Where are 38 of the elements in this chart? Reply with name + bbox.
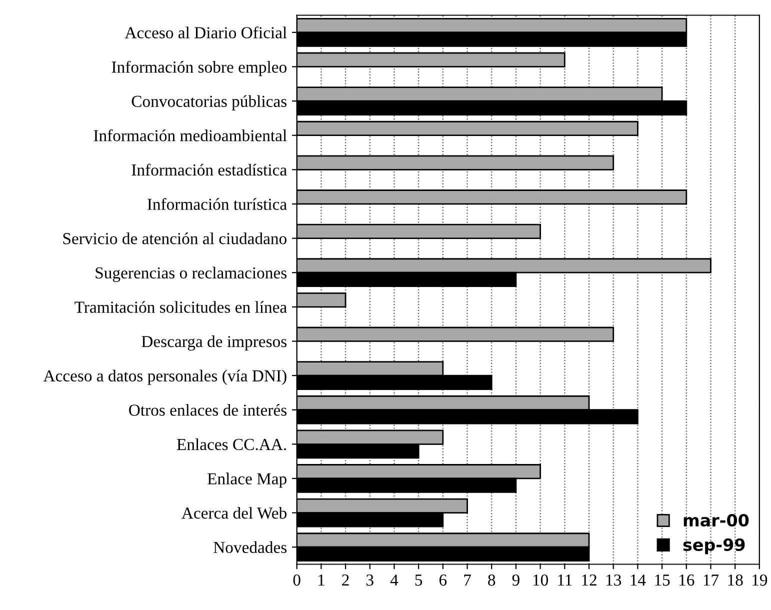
y-tick-label: Información turística [147, 198, 287, 210]
x-tick-label: 8 [488, 574, 496, 586]
y-tick-label: Tramitación solicitudes en línea [74, 301, 287, 313]
x-tick-label: 3 [366, 574, 374, 586]
y-tick-label: Acceso al Diario Oficial [124, 26, 287, 38]
y-tick-label: Información estadística [132, 164, 287, 176]
y-tick-label: Información medioambiental [94, 129, 287, 142]
legend-label: sep-99 [683, 538, 745, 554]
y-tick-label: Otros enlaces de interés [129, 404, 286, 416]
x-tick-label: 4 [390, 574, 398, 586]
x-tick-label: 9 [512, 574, 520, 586]
x-tick-label: 1 [318, 574, 324, 586]
x-tick-label: 14 [630, 574, 646, 586]
y-tick-label: Enlaces CC.AA. [176, 438, 286, 450]
x-tick-label: 15 [655, 574, 670, 586]
x-tick-label: 10 [533, 574, 548, 586]
y-tick-label: Descarga de impresos [142, 335, 286, 351]
x-tick-label: 19 [752, 574, 768, 586]
x-tick-label: 17 [704, 574, 719, 586]
x-tick-label: 11 [558, 574, 572, 586]
x-tick-label: 13 [606, 574, 622, 586]
y-tick-label: Información sobre empleo [112, 60, 286, 76]
x-tick-label: 2 [342, 574, 349, 586]
y-tick-label: Convocatorias públicas [132, 95, 287, 110]
x-tick-label: 5 [415, 574, 422, 586]
y-tick-label: Sugerencias o reclamaciones [96, 266, 286, 282]
y-tick-label: Acceso a datos personales (vía DNI) [43, 370, 286, 385]
x-tick-label: 6 [439, 574, 447, 586]
x-tick-label: 0 [293, 574, 300, 586]
y-tick-label: Servicio de atención al ciudadano [63, 232, 286, 244]
x-tick-label: 12 [582, 574, 596, 586]
x-tick-label: 16 [680, 574, 694, 586]
x-tick-label: 18 [728, 574, 743, 586]
legend-label: mar-00 [684, 514, 749, 527]
y-tick-label: Enlace Map [208, 472, 286, 488]
x-tick-label: 7 [464, 574, 471, 586]
y-tick-label: Acerca del Web [182, 507, 286, 519]
y-tick-label: Novedades [214, 541, 287, 554]
